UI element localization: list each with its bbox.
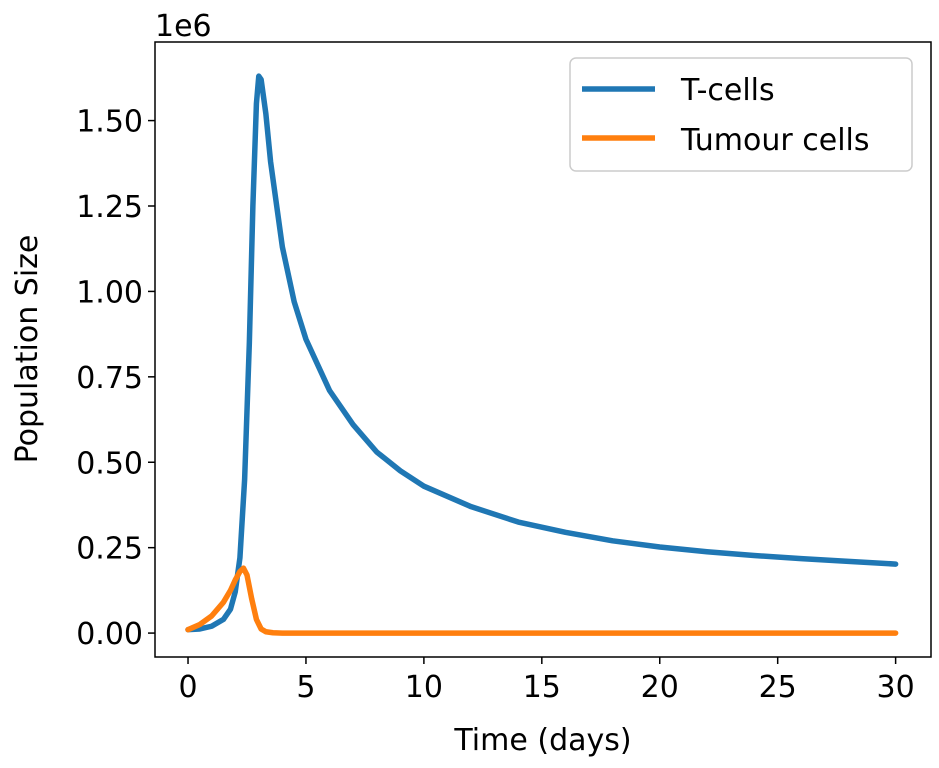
y-tick-label: 1.00 bbox=[76, 275, 143, 310]
x-axis-label: Time (days) bbox=[453, 723, 631, 758]
y-tick-label: 0.75 bbox=[76, 361, 143, 396]
x-tick-label: 5 bbox=[296, 670, 315, 705]
plot-frame bbox=[154, 41, 932, 658]
legend-label-t-cells: T-cells bbox=[680, 73, 775, 108]
x-tick-label: 25 bbox=[759, 670, 797, 705]
y-axis-label: Population Size bbox=[10, 235, 45, 464]
x-tick-label: 0 bbox=[178, 670, 197, 705]
y-tick-label: 0.50 bbox=[76, 446, 143, 481]
x-tick-label: 20 bbox=[641, 670, 679, 705]
legend: T-cells Tumour cells bbox=[569, 57, 913, 172]
legend-box bbox=[569, 57, 913, 172]
x-tick-label: 30 bbox=[877, 670, 915, 705]
series-line-tumour-cells bbox=[185, 565, 899, 636]
y-tick-label: 0.25 bbox=[76, 532, 143, 567]
legend-label-tumour-cells: Tumour cells bbox=[680, 123, 870, 158]
series-layer bbox=[185, 73, 899, 636]
y-offset-label: 1e6 bbox=[155, 9, 212, 44]
y-tick-label: 1.25 bbox=[76, 190, 143, 225]
y-tick-label: 0.00 bbox=[76, 617, 143, 652]
x-tick-label: 10 bbox=[405, 670, 443, 705]
y-axis-ticks: 0.00 0.25 0.50 0.75 1.00 1.25 1.50 bbox=[76, 105, 155, 652]
x-tick-label: 15 bbox=[523, 670, 561, 705]
y-tick-label: 1.50 bbox=[76, 105, 143, 140]
x-axis-ticks: 0 5 10 15 20 25 30 bbox=[178, 657, 915, 705]
